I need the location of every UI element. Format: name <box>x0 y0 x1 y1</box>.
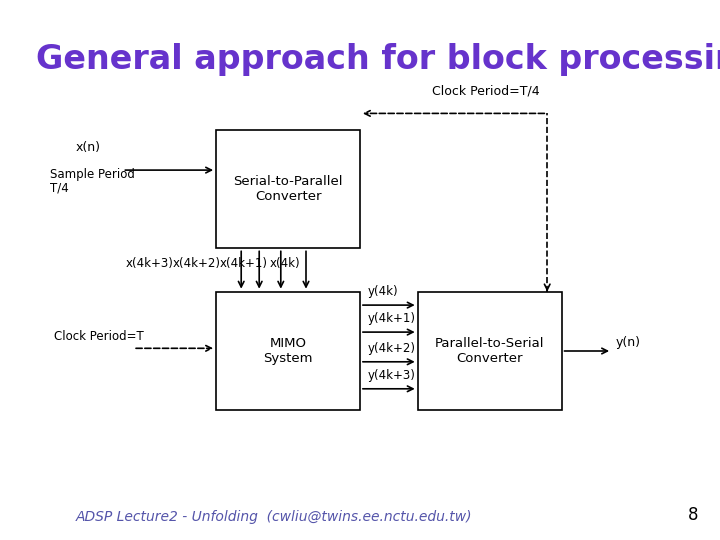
Text: x(4k+2): x(4k+2) <box>173 257 221 271</box>
Text: x(4k+3): x(4k+3) <box>126 257 174 271</box>
Text: y(n): y(n) <box>616 335 641 349</box>
Text: y(4k+3): y(4k+3) <box>367 369 415 382</box>
Text: x(4k): x(4k) <box>270 257 301 271</box>
Text: Clock Period=T: Clock Period=T <box>54 330 144 343</box>
Text: MIMO
System: MIMO System <box>264 337 312 365</box>
Text: T/4: T/4 <box>50 181 69 195</box>
Text: ADSP Lecture2 - Unfolding  (cwliu@twins.ee.nctu.edu.tw): ADSP Lecture2 - Unfolding (cwliu@twins.e… <box>76 510 472 524</box>
Text: Sample Period: Sample Period <box>50 168 135 181</box>
Text: 8: 8 <box>688 506 698 524</box>
Text: Serial-to-Parallel
Converter: Serial-to-Parallel Converter <box>233 175 343 203</box>
Text: Clock Period=T/4: Clock Period=T/4 <box>432 84 539 98</box>
Text: x(4k+1): x(4k+1) <box>220 257 268 271</box>
Text: General approach for block processing: General approach for block processing <box>36 43 720 76</box>
FancyBboxPatch shape <box>418 292 562 410</box>
Text: y(4k+1): y(4k+1) <box>367 312 415 326</box>
FancyBboxPatch shape <box>216 130 360 248</box>
Text: x(n): x(n) <box>76 141 101 154</box>
Text: y(4k+2): y(4k+2) <box>367 342 415 355</box>
FancyBboxPatch shape <box>216 292 360 410</box>
Text: Parallel-to-Serial
Converter: Parallel-to-Serial Converter <box>435 337 544 365</box>
Text: y(4k): y(4k) <box>367 285 398 299</box>
